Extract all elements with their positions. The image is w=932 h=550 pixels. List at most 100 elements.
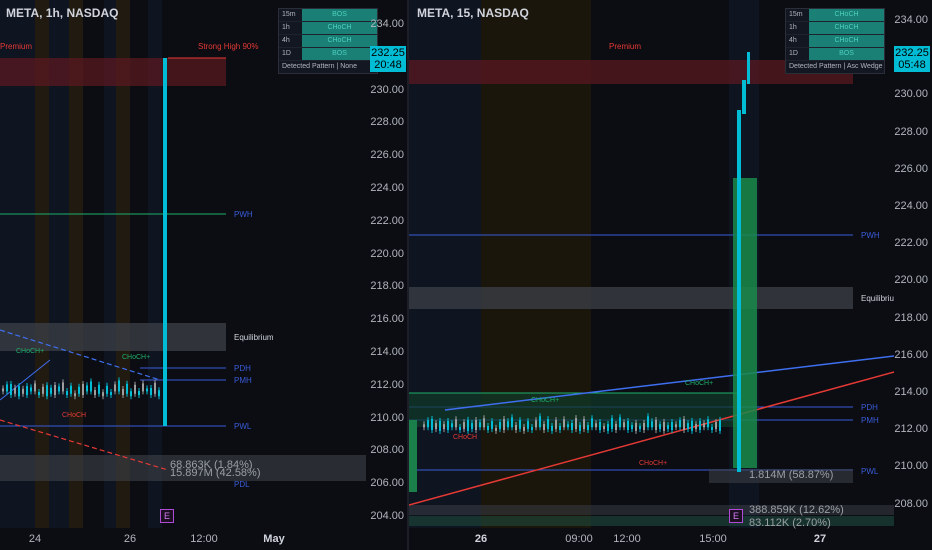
price-tick: 216.00 <box>370 313 404 326</box>
mtf-dashboard: 15m CHoCH 1h CHoCH 4h CHoCH 1D BOS Detected … <box>785 8 885 74</box>
mtf-value: BOS <box>302 48 377 60</box>
choch-plus-label: CHoCH+ <box>685 380 714 387</box>
earnings-badge[interactable]: E <box>729 509 743 523</box>
candle <box>50 387 52 394</box>
candle <box>707 419 709 428</box>
candle <box>126 383 128 394</box>
price-tick: 216.00 <box>894 348 928 361</box>
candle <box>6 384 8 392</box>
candle <box>102 392 104 397</box>
price-tick: 230.00 <box>894 88 928 101</box>
pmh-label: PMH <box>861 416 879 425</box>
pwl-label: PWL <box>861 467 879 476</box>
price-tick: 208.00 <box>370 444 404 457</box>
candle <box>643 423 645 430</box>
candle <box>447 421 449 430</box>
candle <box>543 424 545 430</box>
candle <box>34 383 36 392</box>
candle <box>667 425 669 430</box>
candle <box>571 423 573 430</box>
candle <box>66 391 68 395</box>
candle <box>154 382 156 394</box>
candle <box>74 393 76 397</box>
time-tick: 27 <box>813 533 827 545</box>
pdh-label: PDH <box>861 403 878 412</box>
price-tick: 212.00 <box>370 378 404 391</box>
candle <box>539 416 541 428</box>
price-tick: 208.00 <box>894 497 928 510</box>
candle <box>699 421 701 430</box>
candle <box>663 421 665 431</box>
price-tick: 214.00 <box>894 386 928 398</box>
candle <box>487 426 489 430</box>
earnings-badge[interactable]: E <box>160 509 174 523</box>
price-tick: 220.00 <box>370 247 404 260</box>
price-tick: 228.00 <box>894 125 928 138</box>
candle <box>639 426 641 430</box>
candle <box>703 423 705 428</box>
candle <box>62 382 64 392</box>
candle <box>603 426 605 430</box>
equilibrium-label: Equilibrium <box>234 333 274 342</box>
candle <box>70 385 72 394</box>
mtf-value: CHoCH <box>809 9 884 21</box>
candle <box>719 419 721 431</box>
choch-label: CHoCH <box>453 434 478 441</box>
candle <box>623 422 625 428</box>
candle <box>431 419 433 430</box>
candle <box>495 427 497 431</box>
candle <box>695 424 697 430</box>
volume-stat: 388.859K (12.62%) <box>749 504 844 516</box>
strong-high-label: Strong High 90% <box>198 42 259 51</box>
price-tick: 234.00 <box>370 18 404 30</box>
mtf-value: CHoCH <box>302 22 377 34</box>
pwh-label: PWH <box>861 231 880 240</box>
chart-pane-15m[interactable]: META, 15, NASDAQ 15m CHoCH 1h CHoCH 4h CHoC… <box>409 0 932 550</box>
price-tick: 210.00 <box>894 460 928 473</box>
price-tick: 230.00 <box>370 83 404 96</box>
chart-canvas-15m[interactable] <box>409 0 932 550</box>
equilibrium-zone <box>0 323 226 351</box>
candle <box>655 420 657 430</box>
price-tick: 204.00 <box>370 510 404 522</box>
candle <box>687 423 689 430</box>
time-tick: 09:00 <box>565 533 593 545</box>
choch-plus-label: CHoCH+ <box>16 348 45 355</box>
price-axis[interactable]: 234.00232.00230.00228.00226.00224.00222.… <box>370 0 408 528</box>
bullish-candle <box>737 110 741 472</box>
price-tick: 222.00 <box>370 214 404 227</box>
chart-pane-1h[interactable]: META, 1h, NASDAQ 15m BOS 1h CHoCH 4h CHoCH … <box>0 0 408 550</box>
candle <box>647 416 649 428</box>
price-tick: 226.00 <box>370 149 404 162</box>
candle <box>134 384 136 394</box>
time-tick: May <box>263 533 285 545</box>
time-tick: 26 <box>123 533 137 545</box>
candle <box>130 391 132 397</box>
equilibrium-label: Equilibriu <box>861 294 894 303</box>
candle <box>555 420 557 430</box>
time-axis[interactable]: 26 09:00 12:00 15:00 27 <box>409 528 932 550</box>
price-tick: 212.00 <box>894 423 928 436</box>
candle <box>471 423 473 430</box>
candle <box>711 427 713 430</box>
candle <box>110 392 112 395</box>
price-axis[interactable]: 234.00232.00230.00228.00226.00224.00222.… <box>894 0 932 528</box>
equilibrium-zone <box>409 287 853 309</box>
candle <box>435 423 437 430</box>
candle <box>78 386 80 394</box>
last-price-tag: 232.25 05:48 <box>894 46 930 72</box>
candle <box>535 420 537 428</box>
time-axis[interactable]: 24 26 12:00 May <box>0 528 408 550</box>
pdl-label: PDL <box>234 480 250 489</box>
candle <box>483 418 485 428</box>
time-tick: 12:00 <box>190 533 218 545</box>
chart-canvas-1h[interactable] <box>0 0 408 550</box>
candle <box>683 419 685 430</box>
pane-divider[interactable] <box>407 0 409 550</box>
candle <box>511 417 513 428</box>
price-tick: 218.00 <box>370 280 404 293</box>
candle <box>515 425 517 430</box>
symbol-title: META, 15, NASDAQ <box>417 6 529 20</box>
candle <box>86 385 88 392</box>
candle <box>22 388 24 394</box>
